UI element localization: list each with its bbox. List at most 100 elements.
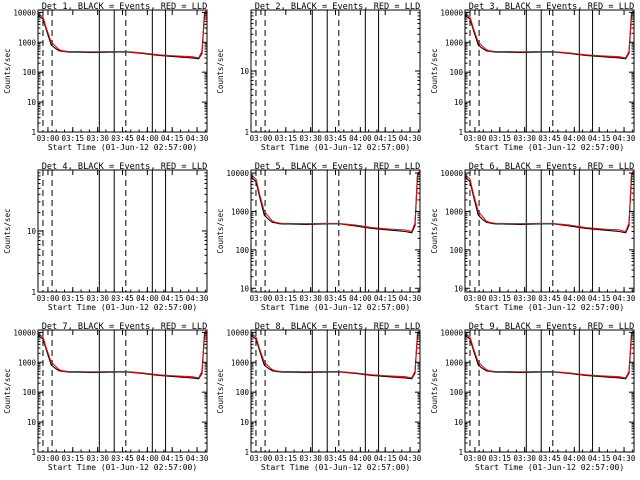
detector-panel-7: Det 7, BLACK = Events, RED = LLD 1 10 100 10… [3, 322, 209, 472]
x-tick-label: 04:30 [613, 294, 636, 303]
y-axis-label: Counts/sec [216, 208, 225, 253]
x-tick-label: 03:00 [250, 294, 273, 303]
detector-panel-5: Det 5, BLACK = Events, RED = LLD 10 100 100… [216, 162, 422, 312]
plot-frame [37, 329, 208, 453]
x-tick-label: 04:30 [399, 294, 422, 303]
y-axis-label: Counts/sec [216, 368, 225, 413]
x-tick-label: 04:00 [136, 134, 159, 143]
y-tick-label: 1000 [18, 38, 37, 47]
y-tick-label: 10000 [440, 169, 463, 178]
x-tick-label: 04:15 [161, 134, 184, 143]
x-tick-label: 03:30 [299, 454, 322, 463]
y-tick-label: 100 [449, 388, 463, 397]
y-tick-label: 1000 [445, 38, 464, 47]
y-axis-label: Counts/sec [430, 48, 439, 93]
x-tick-label: 03:15 [275, 294, 298, 303]
x-tick-label: 03:30 [513, 134, 536, 143]
detector-panel-4: Det 4, BLACK = Events, RED = LLD 1 10 03:00… [3, 162, 209, 312]
x-tick-label: 03:30 [513, 294, 536, 303]
x-tick-label: 04:30 [613, 134, 636, 143]
x-tick-label: 04:00 [136, 294, 159, 303]
event-rate-line [465, 10, 634, 60]
x-tick-label: 04:15 [161, 454, 184, 463]
plot-area [251, 170, 420, 292]
lld-rate-line [251, 330, 420, 379]
x-tick-label: 03:45 [538, 454, 561, 463]
y-tick-label: 10 [27, 418, 37, 427]
lld-rate-line [465, 10, 634, 59]
y-tick-label: 100 [449, 246, 463, 255]
x-tick-label: 04:15 [588, 454, 611, 463]
y-tick-label: 100 [235, 388, 249, 397]
x-tick-label: 03:30 [86, 454, 109, 463]
y-axis-label: Counts/sec [3, 208, 12, 253]
x-axis-label: Start Time (01-Jun-12 02:57:00) [48, 463, 197, 472]
x-axis-label: Start Time (01-Jun-12 02:57:00) [475, 143, 624, 152]
plot-area [255, 10, 380, 132]
y-tick-label: 1 [458, 128, 463, 137]
y-tick-label: 1 [244, 128, 249, 137]
y-tick-label: 10 [454, 418, 464, 427]
x-tick-label: 04:30 [186, 454, 209, 463]
plot-frame [464, 9, 635, 133]
x-tick-label: 03:45 [538, 294, 561, 303]
x-tick-label: 04:00 [349, 134, 372, 143]
plot-frame [37, 9, 208, 133]
x-tick-label: 04:15 [161, 294, 184, 303]
x-tick-label: 04:00 [563, 294, 586, 303]
event-rate-line [38, 330, 207, 380]
detector-panel-2: Det 2, BLACK = Events, RED = LLD 1 10 03:00… [216, 2, 422, 152]
x-tick-label: 04:00 [563, 134, 586, 143]
y-axis-label: Counts/sec [430, 368, 439, 413]
x-tick-label: 03:30 [513, 454, 536, 463]
x-tick-label: 04:30 [186, 134, 209, 143]
plot-area [465, 10, 634, 132]
panel-title: Det 1, BLACK = Events, RED = LLD [42, 2, 208, 12]
x-tick-label: 04:15 [374, 454, 397, 463]
panel-title: Det 7, BLACK = Events, RED = LLD [42, 322, 208, 332]
x-tick-label: 03:15 [62, 454, 85, 463]
event-rate-line [465, 330, 634, 380]
y-tick-label: 100 [235, 246, 249, 255]
event-rate-line [38, 10, 207, 60]
x-tick-label: 03:15 [62, 294, 85, 303]
y-tick-label: 10 [240, 284, 250, 293]
x-tick-label: 03:30 [299, 294, 322, 303]
y-axis-label: Counts/sec [216, 48, 225, 93]
y-tick-label: 10000 [440, 328, 463, 337]
x-tick-label: 03:15 [275, 454, 298, 463]
x-tick-label: 03:30 [86, 134, 109, 143]
plot-area [251, 330, 420, 452]
x-tick-label: 04:30 [399, 454, 422, 463]
x-tick-label: 03:00 [464, 294, 487, 303]
detector-panel-1: Det 1, BLACK = Events, RED = LLD 1 10 100 10… [3, 2, 209, 152]
y-tick-label: 1000 [18, 358, 37, 367]
panel-title: Det 4, BLACK = Events, RED = LLD [42, 162, 208, 172]
y-tick-label: 10000 [440, 8, 463, 17]
x-tick-label: 04:30 [399, 134, 422, 143]
y-tick-label: 10000 [13, 8, 36, 17]
panel-title: Det 3, BLACK = Events, RED = LLD [469, 2, 635, 12]
x-axis-label: Start Time (01-Jun-12 02:57:00) [475, 463, 624, 472]
plot-area [38, 10, 207, 132]
y-tick-label: 10 [454, 284, 464, 293]
event-rate-line [251, 170, 420, 234]
x-tick-label: 03:45 [111, 134, 134, 143]
y-tick-label: 10000 [226, 328, 249, 337]
plot-area [42, 170, 167, 292]
panel-title: Det 6, BLACK = Events, RED = LLD [469, 162, 635, 172]
event-rate-line [251, 330, 420, 380]
x-axis-label: Start Time (01-Jun-12 02:57:00) [48, 143, 197, 152]
y-tick-label: 1 [458, 448, 463, 457]
x-tick-label: 04:30 [613, 454, 636, 463]
detector-panel-9: Det 9, BLACK = Events, RED = LLD 1 10 100 10… [430, 322, 636, 472]
y-tick-label: 10000 [226, 169, 249, 178]
x-tick-label: 03:00 [250, 134, 273, 143]
panel-title: Det 9, BLACK = Events, RED = LLD [469, 322, 635, 332]
lld-rate-line [38, 330, 207, 379]
x-tick-label: 04:30 [186, 294, 209, 303]
x-axis-label: Start Time (01-Jun-12 02:57:00) [261, 143, 410, 152]
x-tick-label: 03:00 [464, 134, 487, 143]
x-tick-label: 03:00 [464, 454, 487, 463]
lld-rate-line [251, 170, 420, 233]
